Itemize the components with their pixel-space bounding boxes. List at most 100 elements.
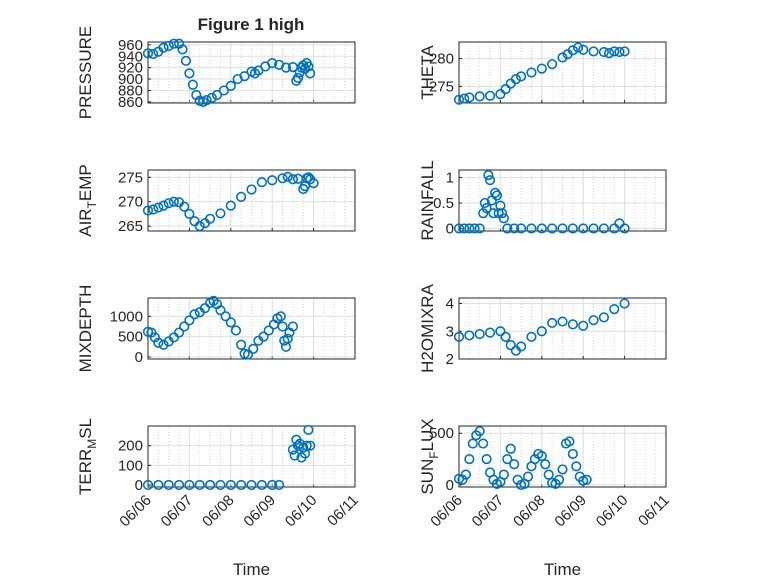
data-point: [567, 319, 578, 330]
data-point: [301, 440, 312, 451]
data-point: [453, 331, 465, 342]
data-point: [220, 311, 231, 322]
data-point: [500, 331, 511, 342]
y-tick-label: 920: [118, 60, 143, 77]
x-tick-label: 06/10: [282, 492, 321, 531]
data-point: [526, 67, 537, 78]
data-point: [557, 464, 568, 475]
x-tick-label: 06/06: [116, 492, 155, 531]
data-point: [242, 349, 254, 360]
data-point: [469, 223, 480, 234]
y-axis-label: MIXDEPTH: [76, 285, 95, 373]
data-point: [614, 46, 625, 58]
chart-panel-7: 0 100 200 06/06 06/07 06/08 06/09 06/10 06/11 Tim…: [76, 418, 362, 579]
data-point: [581, 474, 592, 485]
axes-frame: [147, 41, 356, 104]
data-point: [305, 68, 316, 79]
data-point: [464, 330, 475, 341]
data-point: [236, 479, 247, 491]
y-tick-label: 500: [429, 425, 454, 442]
data-point: [619, 223, 630, 234]
data-point: [509, 459, 520, 470]
data-point: [588, 46, 599, 57]
data-point: [505, 340, 516, 351]
data-point: [246, 479, 257, 491]
data-point: [459, 93, 470, 104]
y-tick-label: 3: [446, 323, 454, 340]
chart-panel-5: 0 500 1000 MIXDEPTH: [76, 285, 356, 373]
data-point: [536, 326, 547, 337]
data-point: [292, 173, 304, 184]
data-point: [158, 42, 169, 53]
data-point: [225, 200, 236, 211]
axes-frame: [458, 169, 667, 232]
data-point: [598, 312, 610, 323]
data-point: [292, 72, 304, 84]
data-point: [479, 197, 490, 209]
y-tick-label: 900: [118, 71, 143, 88]
y-axis-label: H2OMIXRA: [418, 283, 437, 372]
data-point: [609, 303, 620, 315]
data-point: [483, 169, 494, 181]
data-point: [308, 178, 319, 189]
y-tick-label: 1000: [110, 308, 143, 325]
data-point: [567, 45, 578, 56]
data-point: [163, 40, 174, 52]
data-point: [239, 71, 250, 82]
data-point: [460, 469, 472, 480]
data-point: [277, 173, 288, 184]
data-point: [267, 57, 278, 69]
data-point: [509, 223, 520, 234]
x-tick-label: 06/10: [593, 492, 632, 531]
data-point: [263, 325, 274, 336]
y-axis-label: SUNFLUX: [418, 418, 441, 494]
data-point: [277, 321, 288, 332]
axes-frame: [147, 297, 356, 360]
data-point: [502, 453, 513, 465]
data-point: [598, 46, 610, 58]
y-tick-label: 0: [135, 477, 143, 494]
data-point: [184, 208, 195, 220]
data-point: [163, 198, 174, 209]
data-point: [609, 46, 620, 57]
x-tick-label: 06/11: [635, 492, 673, 530]
data-point: [173, 327, 185, 338]
y-tick-label: 860: [118, 94, 143, 111]
data-point: [567, 448, 578, 460]
data-point: [282, 171, 293, 182]
data-point: [500, 84, 511, 95]
y-tick-label: 880: [118, 82, 143, 99]
x-tick-label: 06/11: [324, 492, 362, 530]
chart-panel-4: 0 0.5 1 RAINFALL: [418, 160, 667, 241]
data-point: [557, 52, 568, 63]
data-point: [287, 321, 299, 332]
data-point: [540, 459, 551, 470]
data-point: [280, 62, 292, 73]
data-point: [153, 202, 164, 213]
data-point: [267, 175, 278, 186]
figure-title: Figure 1 high: [198, 15, 305, 34]
data-point: [505, 443, 516, 454]
data-point: [148, 48, 159, 60]
x-tick-label: 06/08: [510, 492, 549, 531]
data-point: [218, 85, 229, 96]
data-point: [564, 436, 575, 447]
y-axis-label: RAINFALL: [418, 160, 437, 240]
data-point: [474, 328, 485, 340]
x-tick-label: 06/09: [551, 492, 590, 531]
data-point: [498, 469, 509, 480]
data-point: [168, 196, 179, 207]
data-point: [187, 79, 198, 90]
data-point: [553, 474, 565, 485]
x-tick-label: 06/07: [469, 492, 508, 531]
data-point: [571, 461, 582, 472]
data-point: [206, 92, 217, 103]
y-tick-label: 0: [446, 477, 454, 494]
data-point: [274, 479, 285, 491]
data-point: [194, 479, 205, 491]
data-point: [510, 74, 522, 85]
data-point: [158, 339, 169, 350]
